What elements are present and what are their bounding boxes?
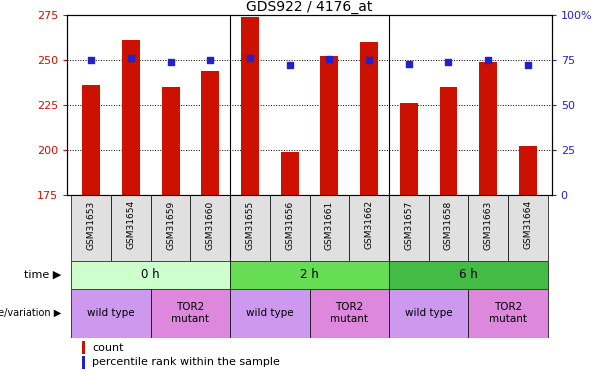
Point xyxy=(483,57,493,63)
FancyBboxPatch shape xyxy=(151,195,191,261)
Bar xyxy=(122,40,140,195)
Text: GSM31658: GSM31658 xyxy=(444,200,453,249)
Text: 2 h: 2 h xyxy=(300,268,319,281)
FancyBboxPatch shape xyxy=(428,195,468,261)
Point xyxy=(404,61,414,67)
Bar xyxy=(440,87,457,195)
Bar xyxy=(479,62,497,195)
Text: GSM31661: GSM31661 xyxy=(325,200,334,249)
Text: GSM31663: GSM31663 xyxy=(484,200,493,249)
FancyBboxPatch shape xyxy=(230,261,389,289)
FancyBboxPatch shape xyxy=(230,195,270,261)
Bar xyxy=(519,146,537,195)
FancyBboxPatch shape xyxy=(468,289,548,338)
Text: TOR2
mutant: TOR2 mutant xyxy=(489,302,527,324)
Text: time ▶: time ▶ xyxy=(24,270,61,280)
FancyBboxPatch shape xyxy=(71,289,151,338)
Text: 0 h: 0 h xyxy=(142,268,160,281)
Text: wild type: wild type xyxy=(87,308,135,318)
FancyBboxPatch shape xyxy=(389,195,428,261)
Text: genotype/variation ▶: genotype/variation ▶ xyxy=(0,308,61,318)
FancyBboxPatch shape xyxy=(191,195,230,261)
Point xyxy=(285,62,295,68)
Text: GSM31664: GSM31664 xyxy=(524,200,532,249)
Text: GSM31660: GSM31660 xyxy=(206,200,215,249)
Bar xyxy=(82,85,100,195)
FancyBboxPatch shape xyxy=(71,195,111,261)
FancyBboxPatch shape xyxy=(71,261,230,289)
Point xyxy=(166,59,175,65)
Text: percentile rank within the sample: percentile rank within the sample xyxy=(92,357,280,367)
Bar xyxy=(400,103,417,195)
Point xyxy=(364,57,374,63)
Text: count: count xyxy=(92,343,124,352)
FancyBboxPatch shape xyxy=(151,289,230,338)
FancyBboxPatch shape xyxy=(389,261,548,289)
Text: GSM31659: GSM31659 xyxy=(166,200,175,249)
Bar xyxy=(202,71,219,195)
Point xyxy=(523,62,533,68)
Point xyxy=(444,59,454,65)
Bar xyxy=(82,356,85,369)
FancyBboxPatch shape xyxy=(389,289,468,338)
Text: GSM31657: GSM31657 xyxy=(405,200,413,249)
FancyBboxPatch shape xyxy=(508,195,548,261)
Bar xyxy=(321,56,338,195)
Text: wild type: wild type xyxy=(405,308,452,318)
Bar xyxy=(360,42,378,195)
Bar xyxy=(162,87,180,195)
FancyBboxPatch shape xyxy=(230,289,310,338)
FancyBboxPatch shape xyxy=(270,195,310,261)
Point xyxy=(126,55,136,61)
Text: TOR2
mutant: TOR2 mutant xyxy=(330,302,368,324)
Point xyxy=(86,57,96,63)
Text: GSM31654: GSM31654 xyxy=(126,200,135,249)
Point xyxy=(205,57,215,63)
Title: GDS922 / 4176_at: GDS922 / 4176_at xyxy=(246,0,373,14)
Point xyxy=(245,55,255,61)
Text: GSM31653: GSM31653 xyxy=(87,200,96,249)
Bar xyxy=(241,17,259,195)
Bar xyxy=(82,341,85,354)
Text: 6 h: 6 h xyxy=(459,268,478,281)
Text: GSM31656: GSM31656 xyxy=(285,200,294,249)
Bar xyxy=(281,152,299,195)
Text: wild type: wild type xyxy=(246,308,294,318)
FancyBboxPatch shape xyxy=(468,195,508,261)
Point xyxy=(324,56,334,62)
FancyBboxPatch shape xyxy=(310,289,389,338)
Text: TOR2
mutant: TOR2 mutant xyxy=(172,302,210,324)
Text: GSM31662: GSM31662 xyxy=(365,200,373,249)
FancyBboxPatch shape xyxy=(111,195,151,261)
Text: GSM31655: GSM31655 xyxy=(246,200,254,249)
FancyBboxPatch shape xyxy=(349,195,389,261)
FancyBboxPatch shape xyxy=(310,195,349,261)
